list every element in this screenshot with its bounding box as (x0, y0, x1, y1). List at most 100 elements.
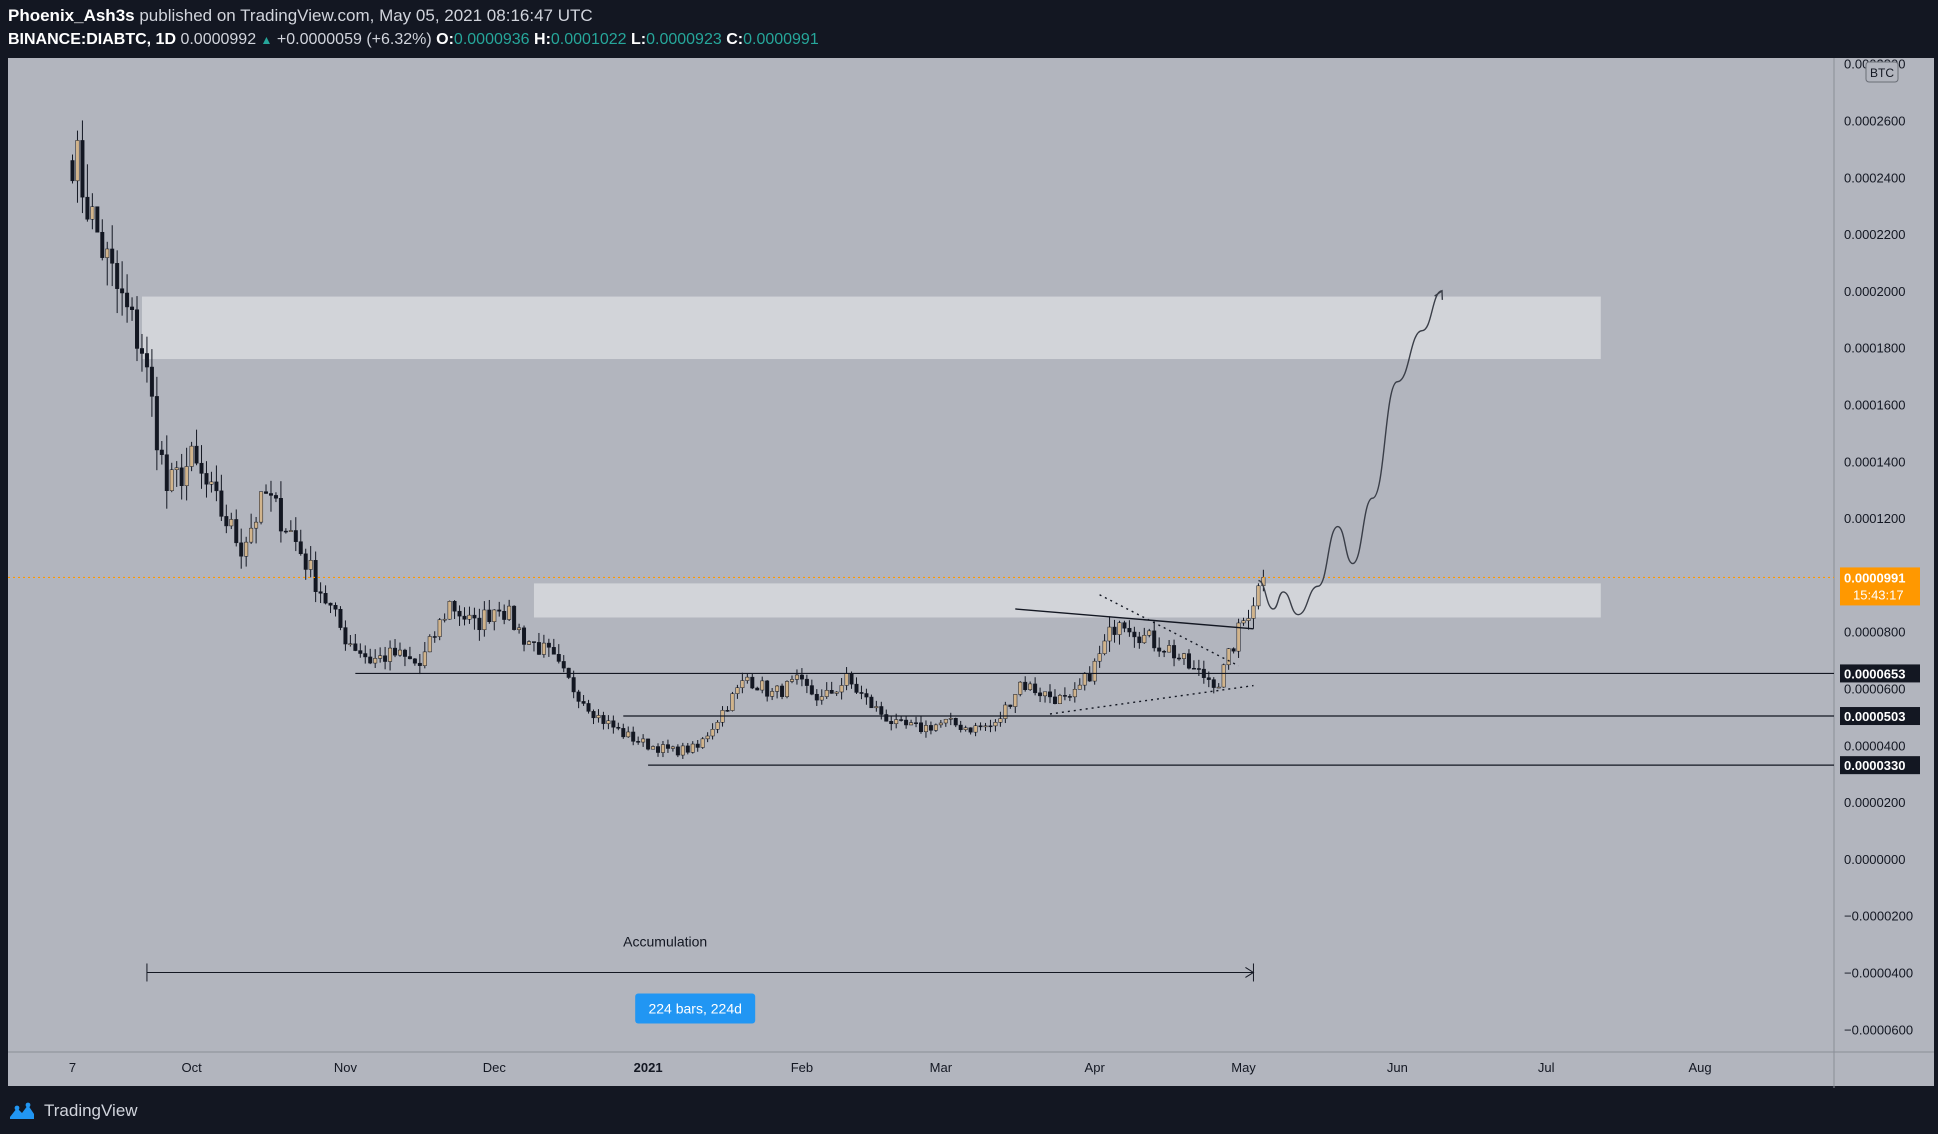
candle-body (487, 609, 492, 622)
x-tick-label: Aug (1688, 1060, 1711, 1075)
candle-body (1142, 635, 1147, 644)
candle-body (780, 685, 785, 697)
candle-body (1112, 626, 1117, 635)
candle-body (561, 661, 566, 669)
candle-body (680, 745, 685, 756)
candle-body (1162, 651, 1167, 653)
candle-body (179, 467, 184, 487)
candle-body (1072, 689, 1077, 698)
level-tag-2 (1840, 756, 1920, 775)
y-tick-label: 0.0000400 (1844, 738, 1905, 753)
candle-body (1172, 645, 1177, 659)
candle-body (1097, 653, 1102, 662)
candle-body (1216, 686, 1221, 689)
high-label: H: (534, 31, 551, 48)
candle-body (373, 658, 378, 664)
y-tick-label: 0.0000200 (1844, 795, 1905, 810)
candle-body (388, 647, 393, 662)
candle-body (710, 729, 715, 737)
x-tick-label: Nov (334, 1060, 358, 1075)
supply-zone-1 (533, 583, 1601, 618)
candle-body (1057, 695, 1062, 704)
candle-body (378, 655, 383, 659)
candle-body (889, 721, 894, 725)
candle-body (576, 691, 581, 702)
y-tick-label: 0.0000000 (1844, 852, 1905, 867)
candle-body (700, 738, 705, 748)
author-name[interactable]: Phoenix_Ash3s (8, 6, 135, 25)
change-value: +0.0000059 (+6.32%) (276, 31, 432, 48)
tradingview-logo[interactable]: TradingView (8, 1101, 138, 1121)
candle-body (571, 677, 576, 693)
candle-body (497, 609, 502, 612)
candle-body (139, 348, 144, 354)
y-tick-label: 0.0002600 (1844, 113, 1905, 128)
candle-body (422, 651, 427, 666)
candle-body (120, 288, 125, 294)
candle-body (283, 530, 288, 533)
projection-path (1258, 290, 1443, 616)
candle-body (879, 706, 884, 715)
candle-body (894, 719, 899, 725)
candle-body (502, 610, 507, 620)
candle-body (616, 726, 621, 729)
candles-group (70, 120, 1266, 759)
y-tick-label: 0.0001400 (1844, 454, 1905, 469)
symbol-label[interactable]: BINANCE:DIABTC, 1D (8, 31, 176, 48)
candle-body (154, 396, 159, 451)
high-value: 0.0001022 (550, 31, 627, 48)
candle-body (239, 542, 244, 557)
candle-body (75, 140, 80, 182)
candle-body (229, 519, 234, 527)
candle-body (174, 467, 179, 470)
candle-body (130, 306, 135, 310)
candle-body (690, 743, 695, 753)
level-tag-label: 0.0000503 (1844, 709, 1905, 724)
candle-body (407, 656, 412, 660)
candle-body (978, 725, 983, 728)
countdown-label: 15:43:17 (1853, 587, 1904, 602)
candle-body (601, 715, 606, 724)
candle-body (636, 741, 641, 743)
candle-body (417, 662, 422, 666)
candle-body (264, 491, 269, 494)
price-axis-background (1834, 58, 1934, 1052)
candle-body (1152, 630, 1157, 649)
candle-body (527, 641, 531, 645)
candle-body (819, 696, 824, 701)
candle-body (646, 738, 651, 750)
candle-body (919, 722, 923, 733)
candle-body (398, 649, 402, 656)
candle-body (144, 353, 149, 368)
candle-body (834, 691, 839, 694)
close-label: C: (726, 31, 744, 48)
candle-body (432, 636, 437, 638)
candle-body (665, 744, 670, 749)
x-tick-label: 2021 (634, 1060, 663, 1075)
candle-body (1181, 653, 1186, 659)
x-tick-label: 7 (69, 1060, 76, 1075)
level-tag-label: 0.0000653 (1844, 666, 1905, 681)
footer-bar: TradingView (0, 1088, 1938, 1134)
level-tag-0 (1840, 664, 1920, 683)
candle-body (884, 714, 889, 722)
candle-body (1077, 684, 1082, 690)
level-tag-1 (1840, 707, 1920, 726)
y-tick-label: 0.0001600 (1844, 397, 1905, 412)
x-tick-label: Apr (1085, 1060, 1106, 1075)
candle-body (1241, 620, 1246, 624)
projection-arrowhead-icon (1434, 289, 1444, 300)
candle-body (770, 691, 775, 697)
candle-body (730, 693, 735, 711)
candle-body (259, 491, 264, 523)
candle-body (1167, 645, 1172, 653)
candle-body (675, 746, 680, 756)
candle-body (363, 653, 368, 658)
candle-body (656, 746, 661, 753)
candle-body (651, 746, 656, 750)
candle-body (705, 735, 710, 740)
candle-body (745, 676, 750, 681)
candle-body (541, 642, 546, 655)
